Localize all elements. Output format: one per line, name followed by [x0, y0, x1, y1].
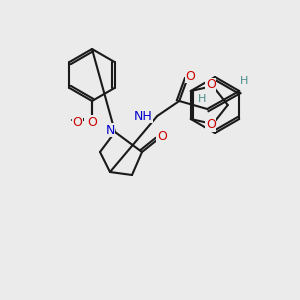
Text: O: O [85, 116, 95, 128]
Text: O: O [206, 118, 216, 131]
Text: O: O [206, 79, 216, 92]
Text: O: O [87, 116, 97, 128]
Text: NH: NH [134, 110, 152, 122]
Text: O: O [72, 116, 82, 130]
Text: O: O [185, 70, 195, 83]
Text: H: H [240, 76, 248, 86]
Text: H: H [198, 94, 206, 104]
Text: N: N [105, 124, 115, 136]
Text: O: O [157, 130, 167, 143]
